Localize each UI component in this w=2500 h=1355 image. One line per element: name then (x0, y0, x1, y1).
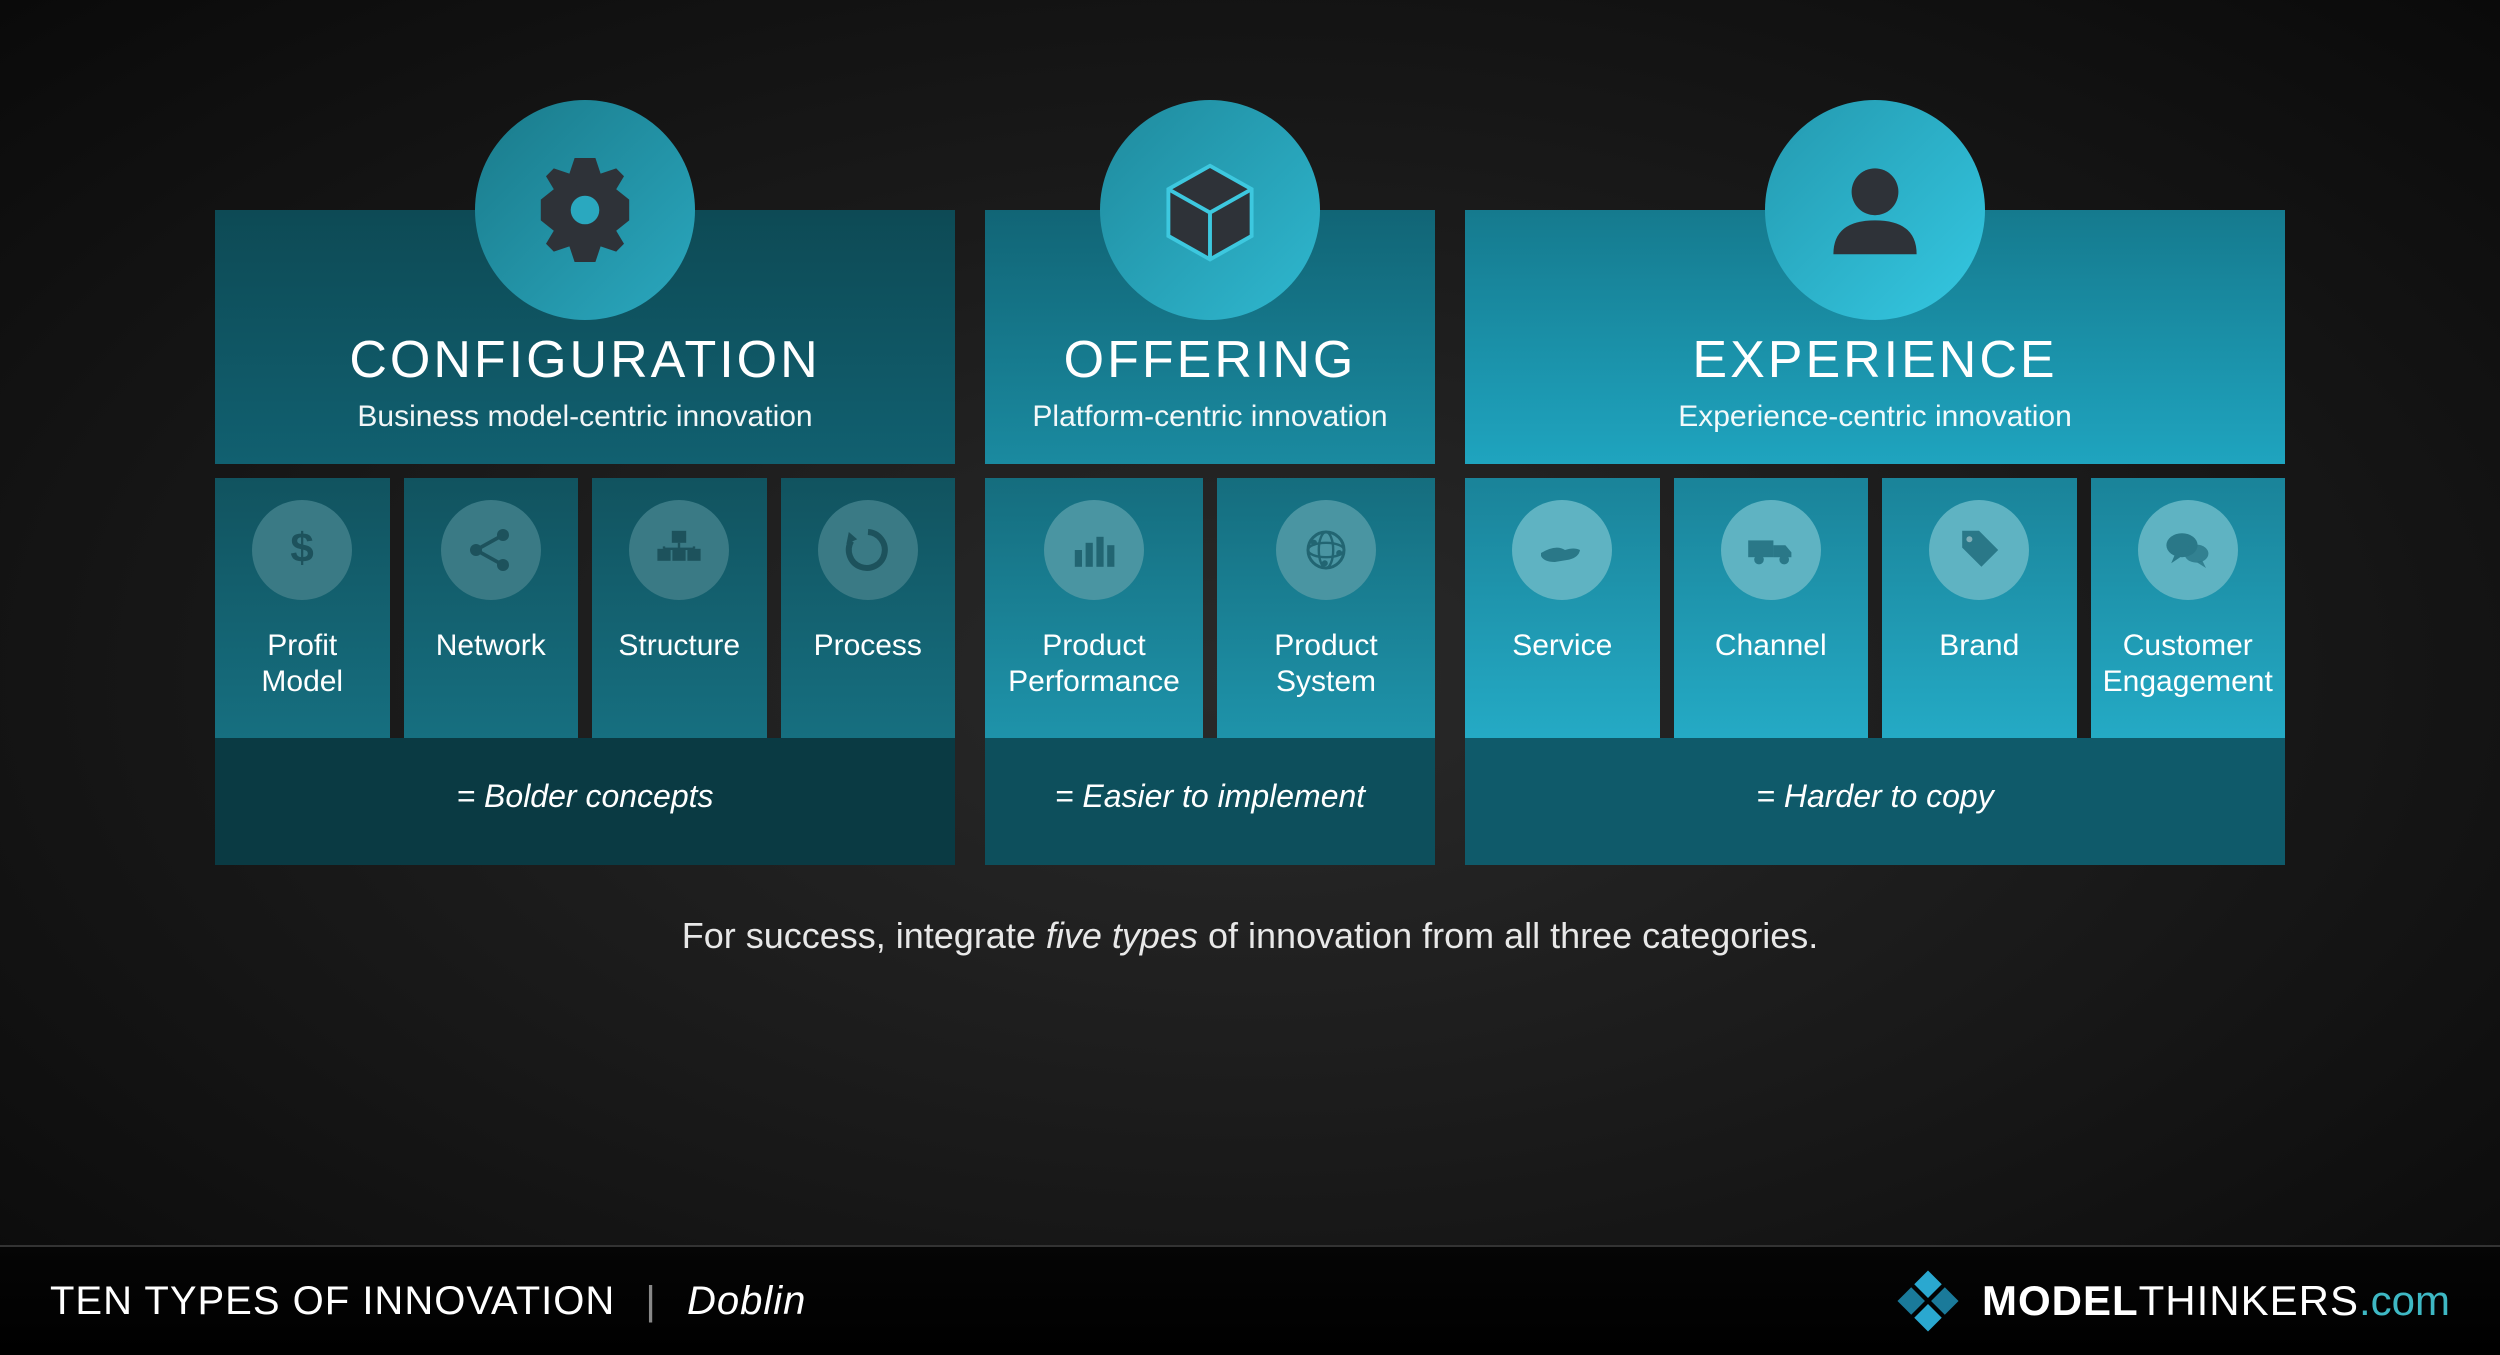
category-title: EXPERIENCE (1485, 330, 2265, 390)
innovation-type: Brand (1882, 478, 2077, 738)
category-subtitle: Business model-centric innovation (235, 400, 935, 434)
model-title: TEN TYPES OF INNOVATION (50, 1279, 615, 1323)
chat-icon (2138, 500, 2238, 600)
column-offering: OFFERING Platform-centric innovation Prod… (985, 100, 1435, 865)
brand-text: MODELTHINKERS.com (1982, 1277, 2450, 1325)
innovation-type-label: Network (436, 628, 546, 664)
globe-icon (1276, 500, 1376, 600)
person-icon (1765, 100, 1985, 320)
innovation-type: Process (781, 478, 956, 738)
brand-thin: THINKERS (2139, 1277, 2359, 1324)
innovation-type: Structure (592, 478, 767, 738)
svg-text:$: $ (291, 524, 314, 571)
summary-prefix: For success, integrate (682, 915, 1046, 956)
innovation-type: ProductPerformance (985, 478, 1203, 738)
bottom-title-block: TEN TYPES OF INNOVATION | Doblin (50, 1279, 806, 1324)
summary-emphasis: five types (1046, 915, 1198, 956)
column-configuration: CONFIGURATION Business model-centric inn… (215, 100, 955, 865)
bottom-bar: TEN TYPES OF INNOVATION | Doblin MODELTH… (0, 1245, 2500, 1355)
brand-block: MODELTHINKERS.com (1892, 1265, 2450, 1337)
items-row: Service Channel Brand CustomerEngagement (1465, 478, 2285, 738)
innovation-type: ProductSystem (1217, 478, 1435, 738)
items-row: ProductPerformance ProductSystem (985, 478, 1435, 738)
cycle-icon (818, 500, 918, 600)
column-experience: EXPERIENCE Experience-centric innovation… (1465, 100, 2285, 865)
brand-logo-icon (1892, 1265, 1964, 1337)
org-icon (629, 500, 729, 600)
gear-icon (475, 100, 695, 320)
innovation-type: Channel (1674, 478, 1869, 738)
summary-suffix: of innovation from all three categories. (1198, 915, 1818, 956)
tag-icon (1929, 500, 2029, 600)
innovation-type-label: Channel (1715, 628, 1827, 664)
innovation-type: CustomerEngagement (2091, 478, 2286, 738)
category-footer: = Harder to copy (1465, 738, 2285, 865)
innovation-type-label: ProfitModel (261, 628, 343, 700)
innovation-type: $ ProfitModel (215, 478, 390, 738)
brand-bold: MODEL (1982, 1277, 2139, 1324)
innovation-type-label: ProductPerformance (1008, 628, 1180, 700)
innovation-type-label: Process (814, 628, 922, 664)
dollar-icon: $ (252, 500, 352, 600)
category-title: OFFERING (1005, 330, 1415, 390)
category-subtitle: Experience-centric innovation (1485, 400, 2265, 434)
truck-icon (1721, 500, 1821, 600)
innovation-type: Network (404, 478, 579, 738)
category-footer: = Bolder concepts (215, 738, 955, 865)
items-row: $ ProfitModel Network Structure Process (215, 478, 955, 738)
innovation-type: Service (1465, 478, 1660, 738)
summary-text: For success, integrate five types of inn… (60, 915, 2440, 957)
innovation-type-label: Structure (618, 628, 740, 664)
innovation-type-label: CustomerEngagement (2103, 628, 2273, 700)
innovation-type-label: Brand (1939, 628, 2019, 664)
cube-icon (1100, 100, 1320, 320)
category-footer: = Easier to implement (985, 738, 1435, 865)
separator: | (645, 1279, 656, 1323)
innovation-type-label: ProductSystem (1274, 628, 1377, 700)
columns-container: CONFIGURATION Business model-centric inn… (60, 100, 2440, 865)
brand-domain: .com (2359, 1277, 2450, 1324)
category-subtitle: Platform-centric innovation (1005, 400, 1415, 434)
share-icon (441, 500, 541, 600)
hand-icon (1512, 500, 1612, 600)
model-author: Doblin (687, 1279, 806, 1323)
category-title: CONFIGURATION (235, 330, 935, 390)
innovation-type-label: Service (1512, 628, 1612, 664)
infographic-canvas: CONFIGURATION Business model-centric inn… (0, 0, 2500, 1355)
bars-icon (1044, 500, 1144, 600)
